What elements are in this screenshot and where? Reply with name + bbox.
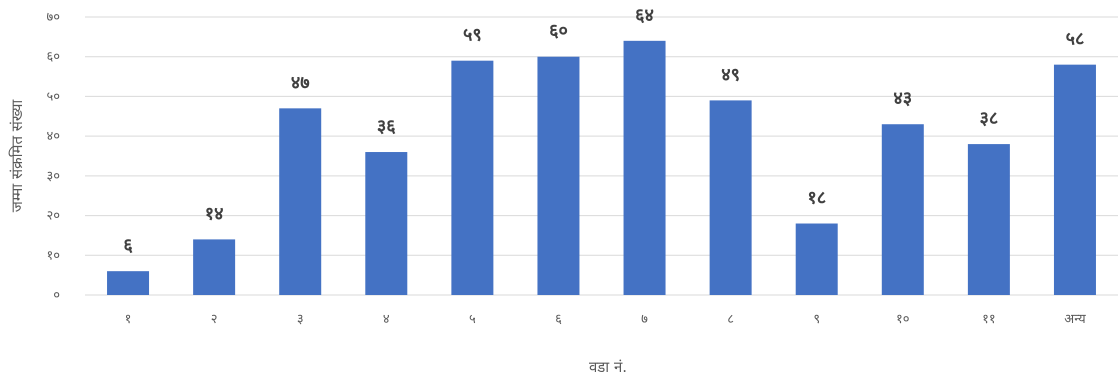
y-axis-title: जम्मा संक्रमित संख्या xyxy=(8,99,26,213)
y-tick-label: ६० xyxy=(46,50,60,65)
bar xyxy=(795,223,838,295)
bar xyxy=(881,124,924,295)
data-labels: ६ १४ ४७ ३६ ५९ ६० ६४ ४९ १८ ४३ ३८ ५८ xyxy=(123,5,1084,256)
y-tick-label: ५० xyxy=(46,89,60,104)
data-label: १४ xyxy=(205,203,224,224)
y-axis-ticks: ० १० २० ३० ४० ५० ६० ७० xyxy=(46,10,60,303)
y-tick-label: ७० xyxy=(46,10,60,25)
bar xyxy=(451,60,494,295)
x-tick-label: ७ xyxy=(641,312,648,327)
y-tick-label: २० xyxy=(46,209,60,224)
bar xyxy=(193,239,236,295)
y-tick-label: ४० xyxy=(46,129,60,144)
x-tick-label: ४ xyxy=(383,312,390,327)
x-tick-label: ८ xyxy=(727,312,734,327)
bar xyxy=(623,40,666,296)
x-axis-title: वडा नं. xyxy=(589,358,627,376)
bar xyxy=(709,100,752,296)
bar xyxy=(967,144,1010,295)
bar xyxy=(365,152,408,295)
data-label: ३८ xyxy=(980,108,999,129)
x-tick-label: ५ xyxy=(469,312,476,327)
y-tick-label: ३० xyxy=(46,169,60,184)
x-tick-label: ११ xyxy=(982,312,996,327)
x-axis-ticks: १ २ ३ ४ ५ ६ ७ ८ ९ १० ११ अन्य xyxy=(125,312,1086,327)
bar xyxy=(537,56,580,295)
x-tick-label: १ xyxy=(125,312,132,327)
x-tick-label: १० xyxy=(896,312,910,327)
x-tick-label: ३ xyxy=(297,312,304,327)
data-label: ३६ xyxy=(377,116,396,137)
data-label: ४९ xyxy=(721,64,740,85)
data-label: ६० xyxy=(549,21,568,42)
gridlines xyxy=(85,16,1118,296)
bar xyxy=(279,108,322,295)
data-label: ४३ xyxy=(893,88,912,109)
data-label: ५९ xyxy=(463,25,482,46)
x-tick-label: अन्य xyxy=(1064,312,1086,327)
x-tick-label: २ xyxy=(211,312,218,327)
data-label: ६४ xyxy=(635,5,654,26)
x-tick-label: ९ xyxy=(813,312,820,327)
data-label: ४७ xyxy=(291,72,310,93)
y-tick-label: १० xyxy=(46,248,60,263)
bar xyxy=(1053,64,1096,296)
data-label: ६ xyxy=(123,235,133,256)
y-tick-label: ० xyxy=(53,288,60,303)
x-tick-label: ६ xyxy=(555,312,562,327)
bars xyxy=(107,40,1096,296)
data-label: ५८ xyxy=(1066,29,1085,50)
data-label: १८ xyxy=(807,188,826,209)
bar xyxy=(107,271,150,295)
